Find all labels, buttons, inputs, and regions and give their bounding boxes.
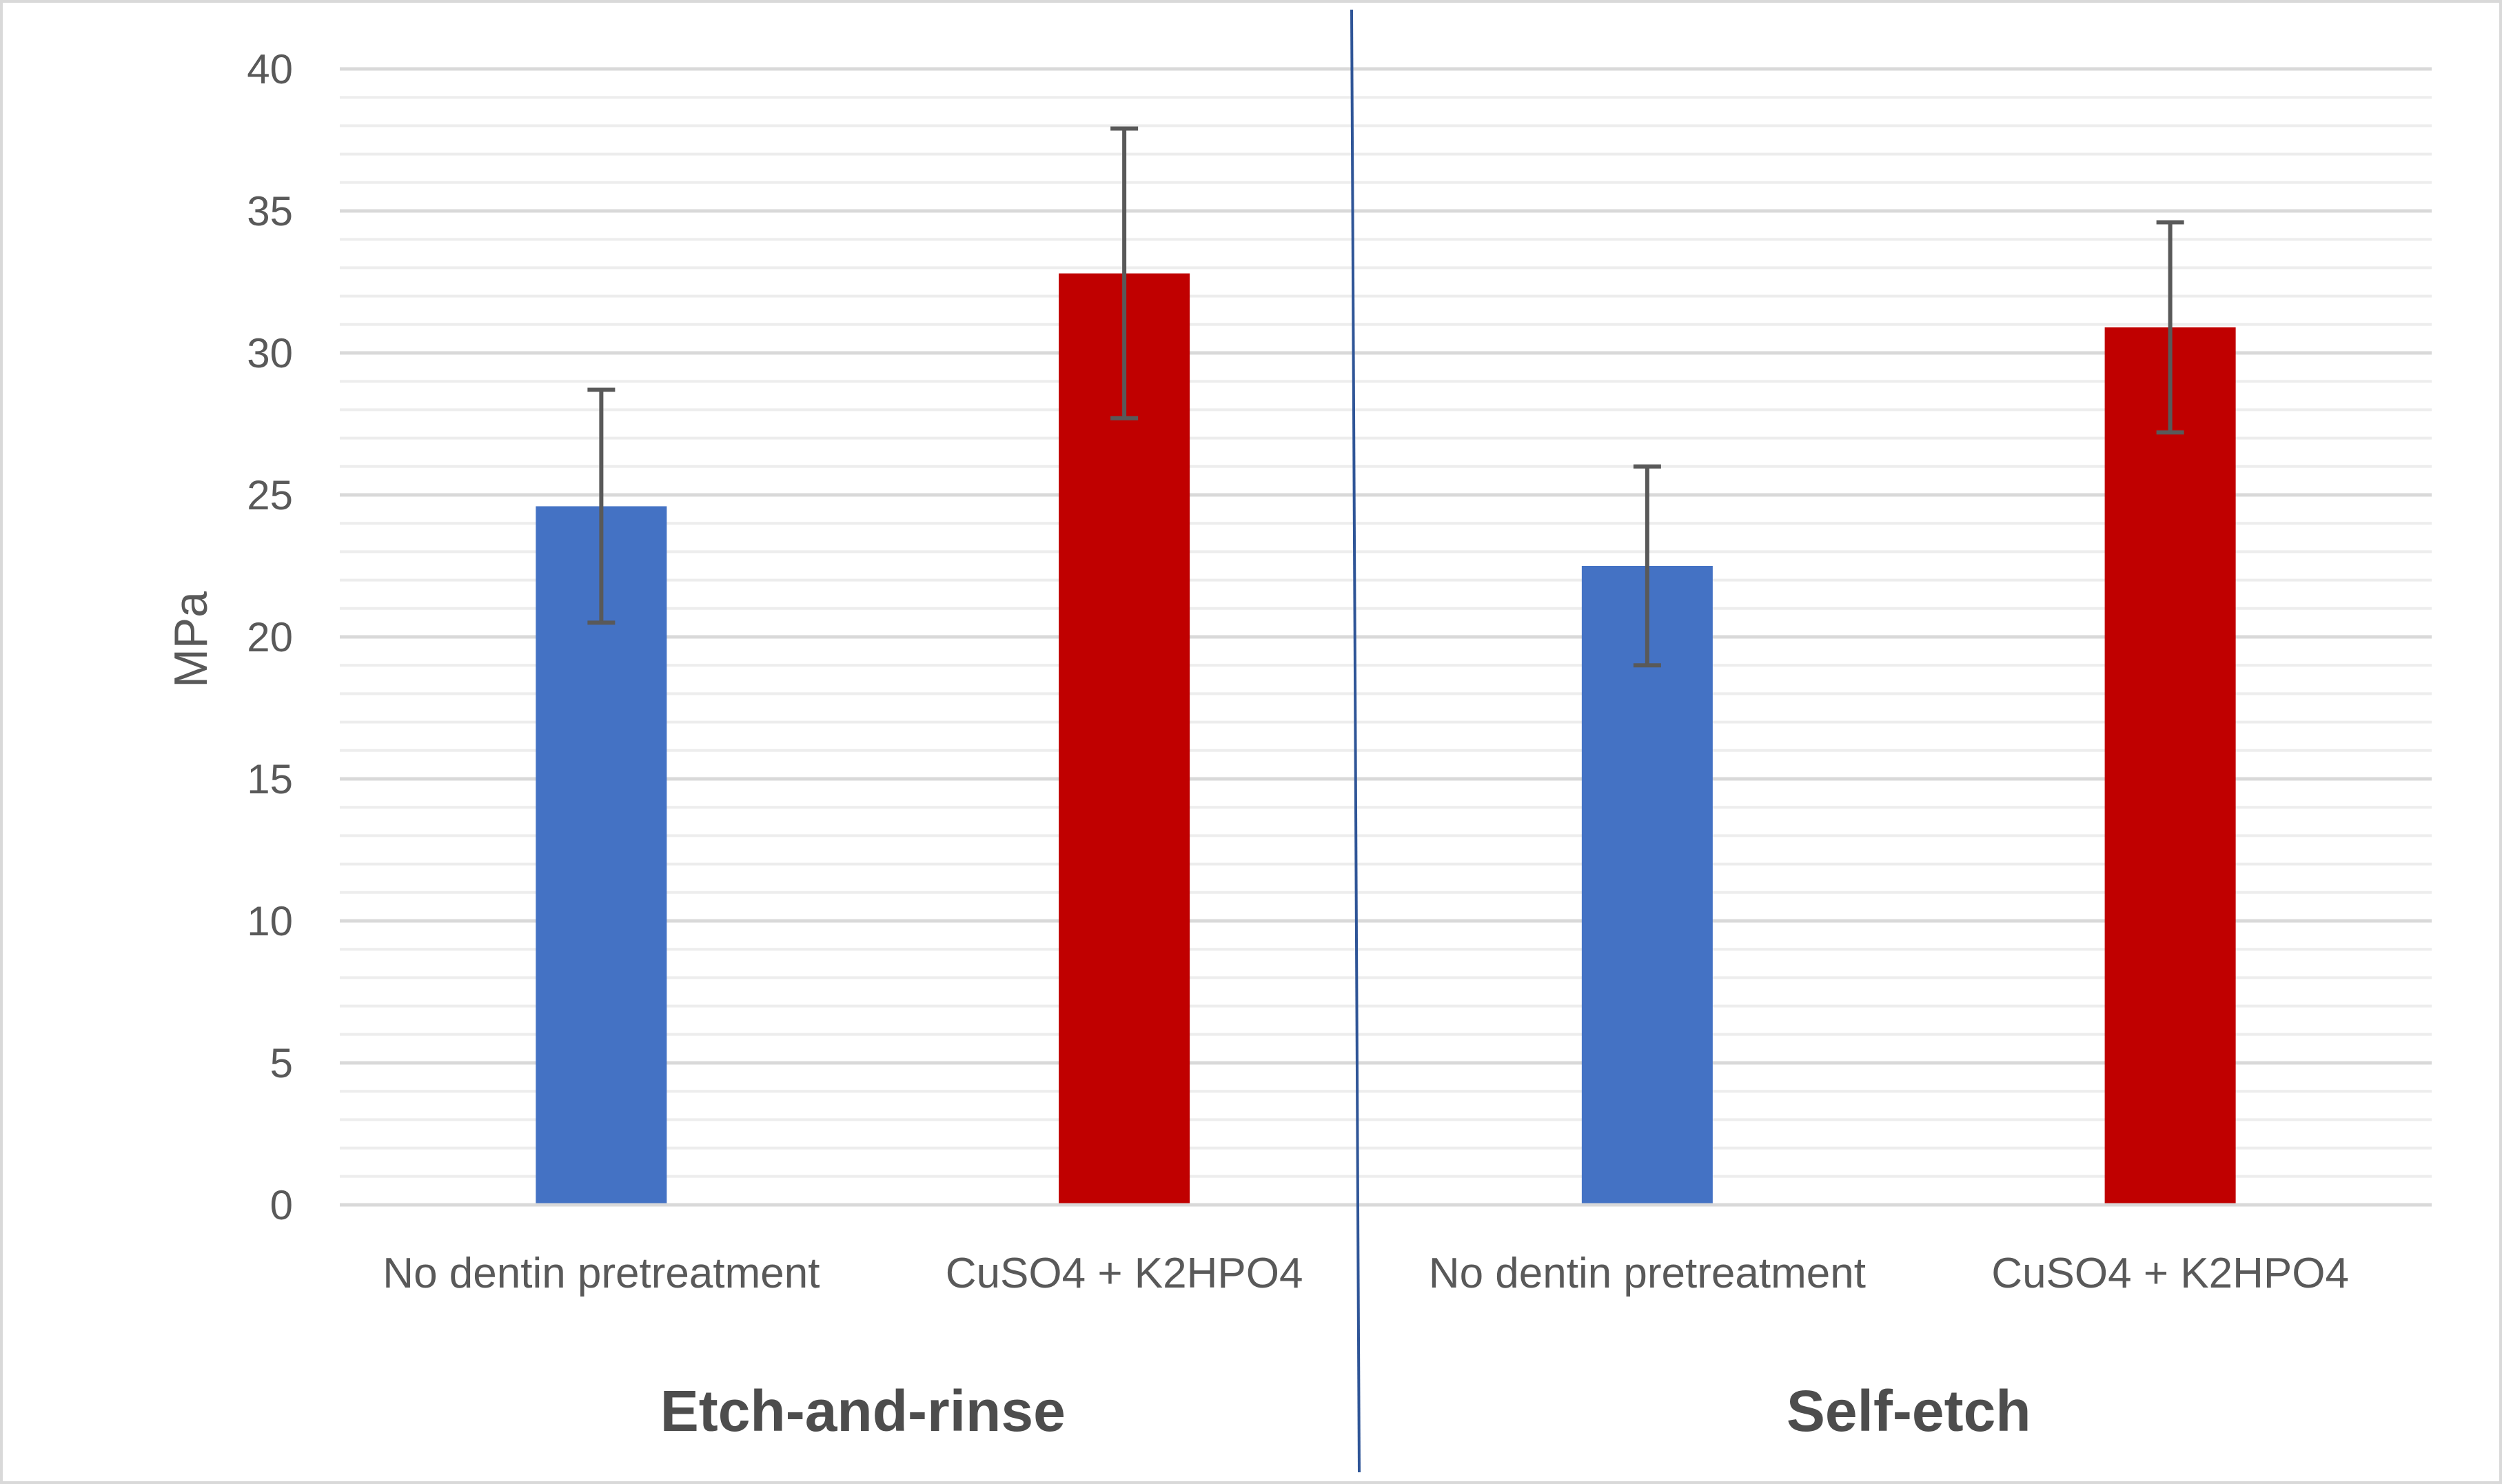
y-tick-label: 20: [247, 614, 293, 660]
y-tick-label: 25: [247, 472, 293, 518]
group-label: Etch-and-rinse: [660, 1379, 1066, 1443]
category-label: CuSO4 + K2HPO4: [1991, 1250, 2349, 1297]
y-tick-label: 15: [247, 756, 293, 802]
bar: [1581, 566, 1713, 1205]
bar: [2104, 327, 2236, 1205]
category-label: No dentin pretreatment: [1429, 1250, 1866, 1297]
category-label: No dentin pretreatment: [383, 1250, 820, 1297]
y-tick-label: 40: [247, 46, 293, 92]
y-axis-title: MPa: [165, 591, 217, 688]
category-label: CuSO4 + K2HPO4: [946, 1250, 1303, 1297]
y-tick-label: 5: [270, 1040, 293, 1086]
y-tick-label: 10: [247, 898, 293, 944]
y-tick-label: 0: [270, 1182, 293, 1228]
y-tick-label: 30: [247, 330, 293, 376]
category-labels: No dentin pretreatment CuSO4 + K2HPO4 No d…: [383, 1250, 2349, 1297]
bar: [1059, 273, 1190, 1205]
gridlines: [340, 67, 2432, 1178]
y-tick-label: 35: [247, 188, 293, 234]
group-labels: Etch-and-rinse Self-etch: [660, 1379, 2031, 1443]
group-label: Self-etch: [1787, 1379, 2031, 1443]
group-divider-line: [1350, 9, 1361, 1473]
error-bars: [587, 126, 2184, 668]
y-axis-tick-labels: 0 5 10 15 20 25 30 35 40: [247, 46, 293, 1228]
